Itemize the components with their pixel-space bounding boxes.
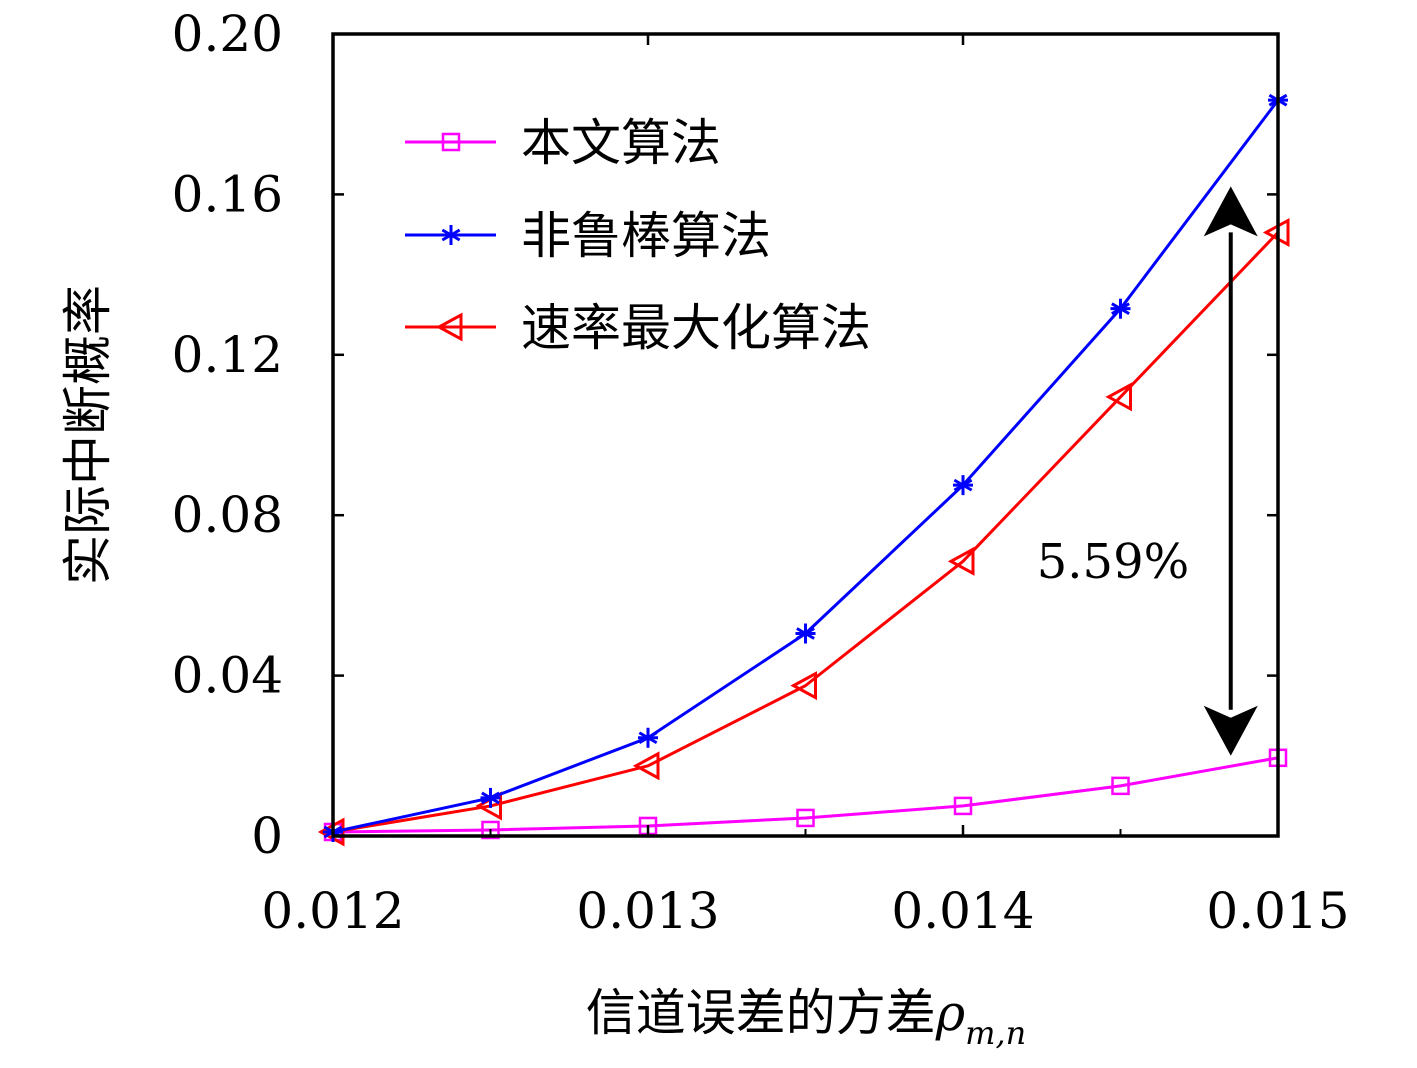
data-point [481, 820, 500, 840]
data-point [638, 727, 658, 748]
data-point [795, 623, 816, 644]
y-axis-title: 实际中断概率 [59, 285, 117, 585]
legend-item-2: 速率最大化算法 [405, 299, 871, 357]
axis-tick-labels: 0.012 0.013 0.014 0.015 0 0.04 0.08 0.12 0.16 0.2… [172, 5, 1350, 940]
data-point [632, 751, 660, 781]
series-line [332, 756, 1279, 834]
legend-label: 本文算法 [521, 114, 721, 172]
marker-triangle-left [435, 312, 463, 342]
data-point [1111, 776, 1130, 796]
x-axis-title: 信道误差的方差ρm,n [586, 984, 1027, 1052]
y-tick-label: 0.04 [172, 647, 283, 705]
annotation-layer: 5.59% [1037, 186, 1258, 756]
annotation-arrow-head-up [1203, 186, 1258, 237]
x-tick-label: 0.015 [1206, 882, 1349, 940]
axis-ticks [331, 32, 1280, 838]
series-0 [323, 748, 1288, 842]
x-tick-label: 0.013 [576, 882, 719, 940]
data-point [1110, 298, 1131, 319]
annotation-text: 5.59% [1037, 534, 1189, 590]
series-layer [317, 90, 1290, 847]
data-point [480, 787, 501, 808]
marker-square [441, 132, 461, 152]
x-tick-label: 0.012 [261, 882, 404, 940]
data-point [953, 475, 973, 496]
series-line [332, 99, 1280, 834]
marker-asterisk [441, 225, 461, 245]
annotation-arrow-head-down [1203, 705, 1258, 756]
legend-item-0: 本文算法 [405, 114, 721, 172]
y-tick-label: 0.12 [172, 326, 283, 384]
x-tick-label: 0.014 [891, 882, 1034, 940]
data-point [947, 546, 975, 576]
data-point [1105, 382, 1132, 412]
data-point [953, 796, 973, 816]
legend-item-1: 非鲁棒算法 [405, 207, 771, 265]
y-tick-label: 0.16 [172, 165, 283, 223]
x-axis-title-symbol: ρ [935, 984, 966, 1042]
legend-label: 速率最大化算法 [521, 299, 871, 357]
data-point [790, 671, 817, 701]
y-tick-label: 0.20 [172, 5, 283, 63]
y-tick-label: 0 [251, 807, 283, 865]
x-axis-title-subscript: m,n [965, 1014, 1026, 1052]
series-1 [323, 90, 1288, 842]
plot-frame [331, 32, 1280, 838]
x-axis-title-text: 信道误差的方差 [586, 984, 936, 1042]
data-point [796, 808, 815, 828]
y-tick-label: 0.08 [172, 486, 283, 544]
legend-label: 非鲁棒算法 [521, 207, 771, 265]
